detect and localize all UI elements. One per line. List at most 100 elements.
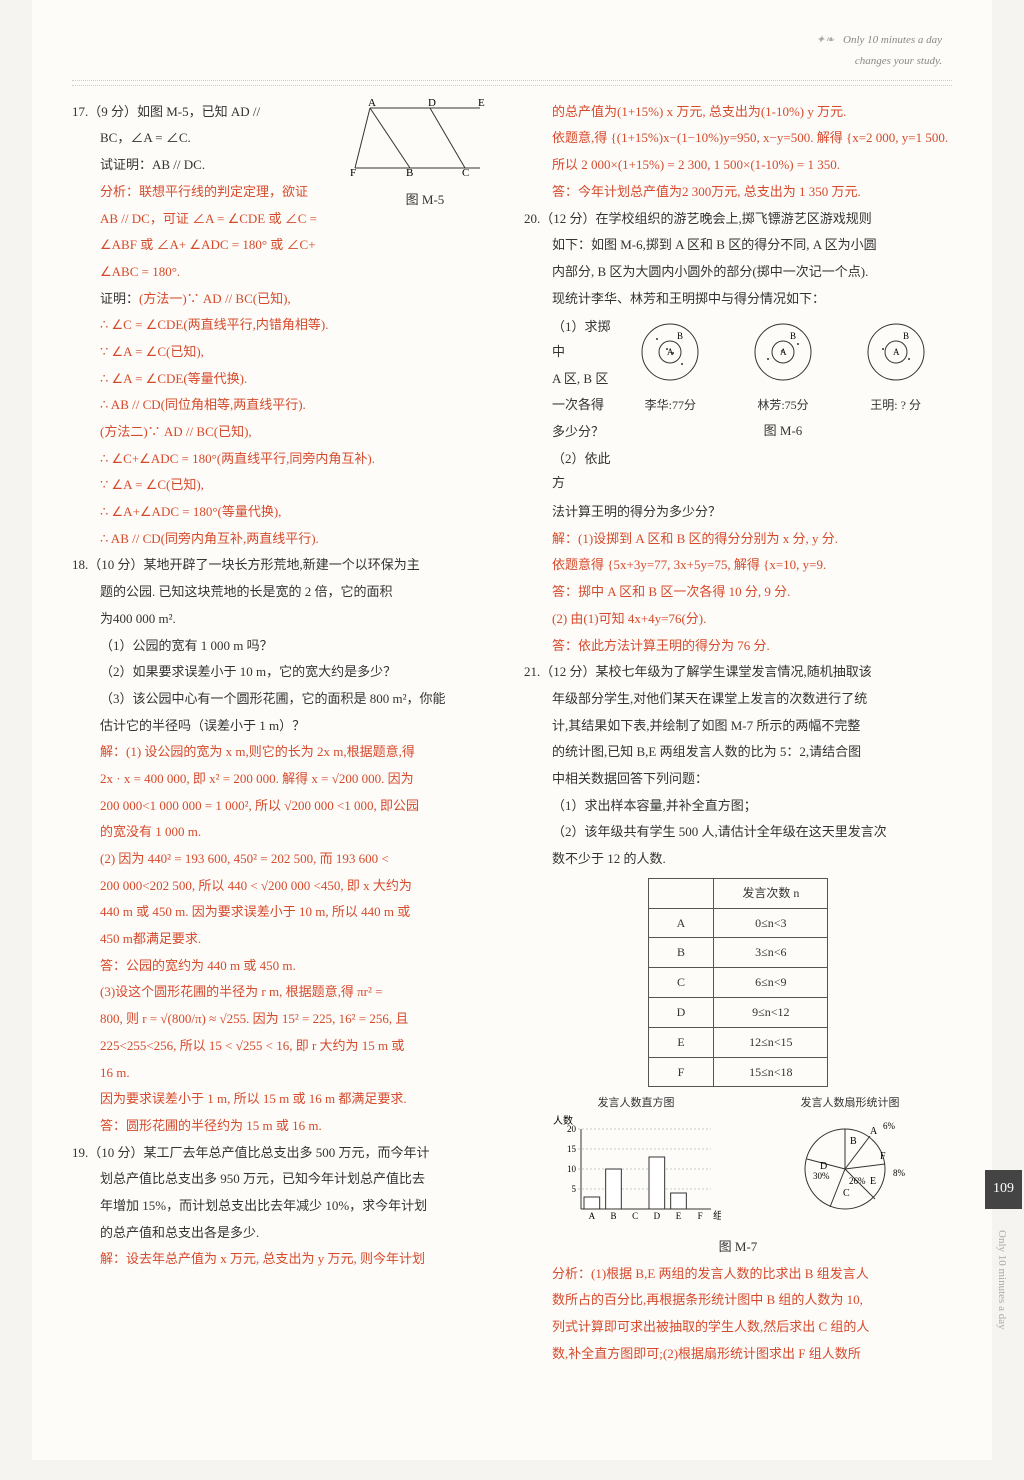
q20-a5: 答：依此方法计算王明的得分为 76 分. <box>524 634 952 659</box>
side-slogan: Only 10 minutes a day <box>991 1230 1012 1330</box>
fig-m6-label: 图 M-6 <box>614 419 952 444</box>
q20-a3: 答：掷中 A 区和 B 区一次各得 10 分, 9 分. <box>524 580 952 605</box>
q21-l4: 的统计图,已知 B,E 两组发言人数的比为 5：2,请结合图 <box>524 740 952 765</box>
svg-text:E: E <box>478 98 485 109</box>
page-number-tab: 109 <box>985 1170 1022 1209</box>
q19-r1: 的总产值为(1+15%) x 万元, 总支出为(1-10%) y 万元. <box>524 100 952 125</box>
q18-s1: （1）公园的宽有 1 000 m 吗？ <box>72 634 500 659</box>
svg-text:C: C <box>843 1188 850 1199</box>
stat-charts: 发言人数直方图 人数5101520ABCDEF组别 发言人数扇形统计图 B <box>524 1093 952 1233</box>
svg-text:E: E <box>676 1211 682 1221</box>
q21-a4: 数,补全直方图即可;(2)根据扇形统计图求出 F 组人数所 <box>524 1342 952 1367</box>
svg-text:D: D <box>654 1211 661 1221</box>
q18-a12: 225<255<256, 所以 15 < √255 < 16, 即 r 大约为 … <box>72 1034 500 1059</box>
q20-a4: (2) 由(1)可知 4x+4y=76(分). <box>524 607 952 632</box>
q18-a2: 2x · x = 400 000, 即 x² = 200 000. 解得 x =… <box>72 767 500 792</box>
pie-chart: 发言人数扇形统计图 B A F E C D <box>775 1093 925 1233</box>
svg-text:26%: 26% <box>849 1176 866 1186</box>
q21-l3: 计,其结果如下表,并绘制了如图 M-7 所示的两幅不完整 <box>524 714 952 739</box>
q19-r3: 所以 2 000×(1+15%) = 2 300, 1 500×(1-10%) … <box>524 153 952 178</box>
left-column: A D E F B C 图 M-5 17.（9 分）如图 M-5，已知 AD /… <box>72 98 500 1369</box>
q18-a9: 答：公园的宽约为 440 m 或 450 m. <box>72 954 500 979</box>
svg-text:A: A <box>893 347 900 357</box>
q19-r2: 依题意,得 {(1+15%)x−(1−10%)y=950, x−y=500. 解… <box>524 126 952 151</box>
svg-text:15: 15 <box>567 1144 577 1154</box>
bar-chart-svg: 人数5101520ABCDEF组别 <box>551 1114 721 1224</box>
q17-pf5: ∴ AB // CD(同位角相等,两直线平行). <box>72 393 500 418</box>
svg-text:B: B <box>790 331 796 341</box>
q17-pf3: ∵ ∠A = ∠C(已知), <box>72 340 500 365</box>
right-column: 的总产值为(1+15%) x 万元, 总支出为(1-10%) y 万元. 依题意… <box>524 98 952 1369</box>
svg-text:20: 20 <box>567 1124 577 1134</box>
q20-l4: 现统计李华、林芳和王明掷中与得分情况如下： <box>524 287 952 312</box>
q18-a10: (3)设这个圆形花圃的半径为 r m, 根据题意,得 πr² = <box>72 980 500 1005</box>
q21-s1: （1）求出样本容量,并补全直方图； <box>524 794 952 819</box>
q17-an4: ∠ABC = 180°. <box>72 260 500 285</box>
q21-a2: 数所占的百分比,再根据条形统计图中 B 组的人数为 10, <box>524 1288 952 1313</box>
q21-l5: 中相关数据回答下列问题： <box>524 767 952 792</box>
q19-l2: 划总产值比总支出多 950 万元，已知今年计划总产值比去 <box>72 1167 500 1192</box>
q18-s3b: 估计它的半径吗（误差小于 1 m）？ <box>72 714 500 739</box>
svg-text:B: B <box>850 1136 857 1147</box>
q18-a13: 16 m. <box>72 1061 500 1086</box>
svg-text:A: A <box>368 98 376 109</box>
q19-r4: 答：今年计划总产值为2 300万元, 总支出为 1 350 万元. <box>524 180 952 205</box>
svg-text:A: A <box>870 1126 878 1137</box>
pie-chart-svg: B A F E C D 6% 8% 26% 30% <box>775 1114 925 1224</box>
q20-l2: 如下：如图 M-6,掷到 A 区和 B 区的得分不同, A 区为小圆 <box>524 233 952 258</box>
q17-pf7: ∴ ∠C+∠ADC = 180°(两直线平行,同旁内角互补). <box>72 447 500 472</box>
page-header: ✦❧ Only 10 minutes a day changes your st… <box>72 30 952 72</box>
q18-a7: 440 m 或 450 m. 因为要求误差小于 10 m, 所以 440 m 或 <box>72 900 500 925</box>
header-line2: changes your study. <box>855 55 942 67</box>
svg-text:A: A <box>589 1211 596 1221</box>
q20-s2b: 法计算王明的得分为多少分？ <box>524 500 952 525</box>
q17-pf6: (方法二)∵ AD // BC(已知), <box>72 420 500 445</box>
svg-text:C: C <box>632 1211 638 1221</box>
leaf-icon: ✦❧ <box>816 30 834 51</box>
divider <box>72 80 952 86</box>
q18-a15: 答：圆形花圃的半径约为 15 m 或 16 m. <box>72 1114 500 1139</box>
q18-a4: 的宽没有 1 000 m. <box>72 820 500 845</box>
svg-text:C: C <box>462 167 469 178</box>
q18-s3: （3）该公园中心有一个圆形花圃，它的面积是 800 m²，你能 <box>72 687 500 712</box>
q20-row: （1）求掷中 A 区, B 区 一次各得 多少分？ （2）依此方 AB李华:77… <box>524 313 952 498</box>
svg-text:B: B <box>610 1211 616 1221</box>
q20-sol: 解：(1)设掷到 A 区和 B 区的得分分别为 x 分, y 分. <box>524 527 952 552</box>
svg-text:10: 10 <box>567 1164 577 1174</box>
q19-sol: 解：设去年总产值为 x 万元, 总支出为 y 万元, 则今年计划 <box>72 1247 500 1272</box>
fig-m7-label: 图 M-7 <box>524 1235 952 1260</box>
svg-text:30%: 30% <box>813 1171 830 1181</box>
q21-s2: （2）该年级共有学生 500 人,请估计全年级在这天里发言次 <box>524 820 952 845</box>
svg-text:B: B <box>677 331 683 341</box>
svg-text:B: B <box>903 331 909 341</box>
svg-text:A: A <box>780 347 787 357</box>
svg-text:6%: 6% <box>883 1121 896 1131</box>
svg-text:E: E <box>870 1176 876 1187</box>
q17-pf9: ∴ ∠A+∠ADC = 180°(等量代换), <box>72 500 500 525</box>
svg-text:D: D <box>428 98 436 109</box>
q21-a3: 列式计算即可求出被抽取的学生人数,然后求出 C 组的人 <box>524 1315 952 1340</box>
svg-text:5: 5 <box>572 1184 577 1194</box>
q21-l2: 年级部分学生,对他们某天在课堂上发言的次数进行了统 <box>524 687 952 712</box>
q20-l3: 内部分, B 区为大圆内小圆外的部分(掷中一次记一个点). <box>524 260 952 285</box>
svg-text:F: F <box>698 1211 703 1221</box>
q18-a6: 200 000<202 500, 所以 440 < √200 000 <450,… <box>72 874 500 899</box>
geometry-svg: A D E F B C <box>350 98 500 178</box>
q21-head: 21.（12 分）某校七年级为了解学生课堂发言情况,随机抽取该 <box>524 660 952 685</box>
q19-l3: 年增加 15%，而计划总支出比去年减少 10%，求今年计划 <box>72 1194 500 1219</box>
q18-a5: (2) 因为 440² = 193 600, 450² = 202 500, 而… <box>72 847 500 872</box>
svg-text:组别: 组别 <box>713 1209 721 1222</box>
q18-l2: 题的公园. 已知这块荒地的长是宽的 2 倍，它的面积 <box>72 580 500 605</box>
svg-text:A: A <box>667 347 674 357</box>
q19-l4: 的总产值和总支出各是多少. <box>72 1221 500 1246</box>
q17-pf10: ∴ AB // CD(同旁内角互补,两直线平行). <box>72 527 500 552</box>
svg-text:B: B <box>406 167 413 178</box>
svg-text:8%: 8% <box>893 1168 906 1178</box>
q20-sub1-text: （1）求掷中 A 区, B 区 一次各得 多少分？ （2）依此方 <box>524 313 614 498</box>
q17-an3: ∠ABF 或 ∠A+ ∠ADC = 180° 或 ∠C+ <box>72 233 500 258</box>
figure-m5: A D E F B C 图 M-5 <box>350 98 500 213</box>
frequency-table: 发言次数 n A0≤n<3 B3≤n<6 C6≤n<9 D9≤n<12 E12≤… <box>648 878 829 1088</box>
header-line1: Only 10 minutes a day <box>843 34 942 46</box>
q20-a2: 依题意得 {5x+3y=77, 3x+5y=75, 解得 {x=10, y=9. <box>524 553 952 578</box>
q18-head: 18.（10 分）某地开辟了一块长方形荒地,新建一个以环保为主 <box>72 553 500 578</box>
